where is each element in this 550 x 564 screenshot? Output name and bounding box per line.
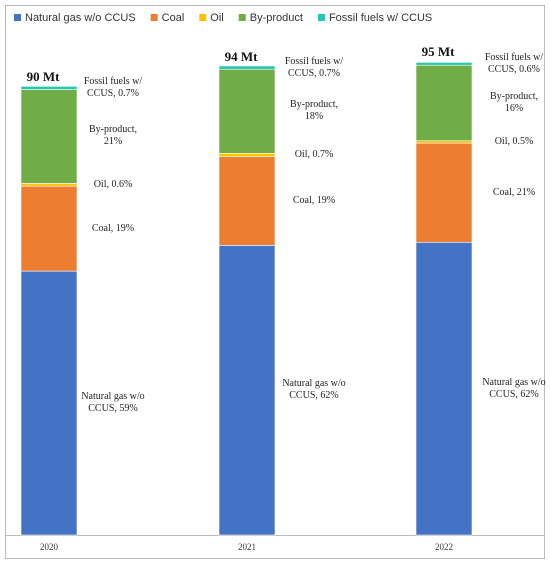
total-label: 95 Mt	[421, 43, 455, 59]
data-label: Oil, 0.5%	[494, 135, 534, 147]
legend-label: By-product	[250, 12, 303, 24]
data-label: Natural gas w/o CCUS, 59%	[81, 391, 145, 415]
x-tick-label: 2022	[435, 542, 453, 552]
data-label: Fossil fuels w/ CCUS, 0.7%	[284, 55, 344, 79]
data-label: Fossil fuels w/ CCUS, 0.7%	[83, 75, 143, 99]
data-label: By-product, 16%	[489, 90, 539, 114]
x-tick-label: 2021	[238, 542, 256, 552]
data-label: Natural gas w/o CCUS, 62%	[482, 376, 546, 400]
legend-label: Coal	[162, 12, 185, 24]
bar-segment	[415, 140, 473, 144]
data-label: By-product, 18%	[289, 99, 339, 123]
legend-swatch	[238, 14, 246, 21]
data-label: Coal, 19%	[91, 222, 135, 234]
bar-segment	[20, 89, 78, 184]
data-label: Natural gas w/o CCUS, 62%	[282, 378, 346, 402]
x-tick-label: 2020	[40, 542, 59, 552]
bar-segment	[415, 62, 473, 66]
bar-segment	[20, 270, 78, 536]
bar-segment	[218, 68, 276, 154]
data-label: By-product, 21%	[88, 124, 138, 148]
legend-swatch	[14, 14, 21, 21]
chart-border	[5, 5, 545, 559]
total-label: 90 Mt	[26, 68, 60, 84]
bar-segment	[415, 142, 473, 243]
legend-swatch	[317, 14, 325, 21]
bar-segment	[218, 65, 276, 70]
bar-segment	[218, 245, 276, 536]
bar-segment	[415, 64, 473, 142]
bar-segment	[20, 185, 78, 272]
bar-segment	[20, 183, 78, 187]
legend-label: Natural gas w/o CCUS	[25, 12, 136, 24]
bar-segment	[218, 156, 276, 246]
data-label: Coal, 21%	[492, 186, 536, 198]
total-label: 94 Mt	[224, 48, 258, 64]
data-label: Oil, 0.7%	[294, 148, 334, 160]
data-label: Coal, 19%	[292, 194, 336, 206]
legend-label: Fossil fuels w/ CCUS	[329, 12, 432, 24]
bar-segment	[20, 86, 78, 90]
legend-label: Oil	[210, 12, 223, 24]
data-label: Oil, 0.6%	[93, 178, 133, 190]
legend-swatch	[150, 14, 158, 21]
bar-segment	[415, 241, 473, 536]
legend-swatch	[199, 14, 207, 21]
bar-segment	[218, 153, 276, 157]
data-label: Fossil fuels w/ CCUS, 0.6%	[484, 51, 544, 75]
